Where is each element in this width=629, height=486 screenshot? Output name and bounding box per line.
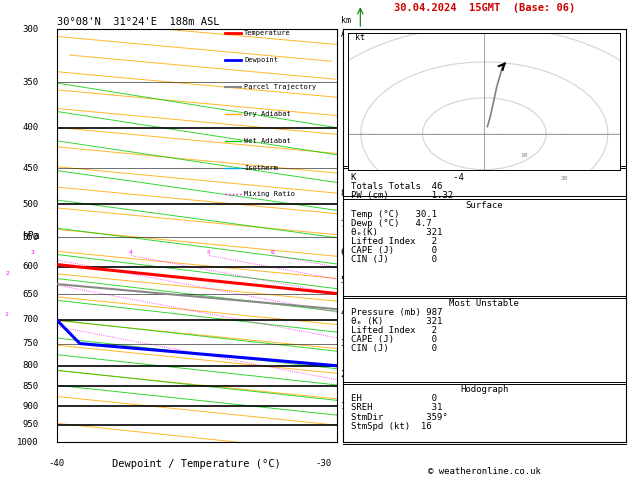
Text: 300: 300 — [22, 25, 38, 34]
Text: Isotherm: Isotherm — [244, 165, 278, 171]
Text: Temperature: Temperature — [244, 30, 291, 36]
X-axis label: Dewpoint / Temperature (°C): Dewpoint / Temperature (°C) — [112, 459, 281, 469]
Text: CIN (J)        0: CIN (J) 0 — [351, 255, 437, 264]
Text: 350: 350 — [22, 78, 38, 87]
Text: Lifted Index   2: Lifted Index 2 — [351, 237, 437, 246]
Text: 3: 3 — [341, 339, 346, 348]
Text: Dry Adiabat: Dry Adiabat — [244, 111, 291, 117]
Text: θₑ(K)         321: θₑ(K) 321 — [351, 228, 443, 237]
Text: -30: -30 — [315, 459, 331, 468]
Text: SREH           31: SREH 31 — [351, 403, 443, 413]
Text: 900: 900 — [22, 401, 38, 411]
Text: 500: 500 — [22, 200, 38, 209]
Text: 30°08'N  31°24'E  188m ASL: 30°08'N 31°24'E 188m ASL — [57, 17, 219, 27]
Text: CAPE (J)       0: CAPE (J) 0 — [351, 335, 437, 344]
Text: 4: 4 — [128, 250, 132, 255]
Text: © weatheronline.co.uk: © weatheronline.co.uk — [428, 467, 541, 476]
Text: 7: 7 — [341, 220, 346, 229]
Text: Hodograph: Hodograph — [460, 385, 508, 394]
Text: CAPE (J)       0: CAPE (J) 0 — [351, 246, 437, 255]
Text: Pressure (mb) 987: Pressure (mb) 987 — [351, 308, 443, 317]
Text: 1: 1 — [341, 401, 346, 411]
Text: 450: 450 — [22, 164, 38, 173]
Text: 2: 2 — [6, 271, 9, 276]
Text: K                  -4: K -4 — [351, 174, 464, 182]
Text: Lifted Index   2: Lifted Index 2 — [351, 326, 437, 335]
Text: Mixing Ratio: Mixing Ratio — [244, 191, 295, 197]
Text: 3: 3 — [30, 250, 34, 255]
Text: 5: 5 — [341, 277, 346, 285]
Text: StmDir        359°: StmDir 359° — [351, 413, 448, 421]
Text: 8: 8 — [341, 190, 346, 198]
Text: 750: 750 — [22, 339, 38, 348]
Text: Totals Totals  46: Totals Totals 46 — [351, 182, 443, 191]
Text: 400: 400 — [22, 123, 38, 132]
Text: 600: 600 — [22, 262, 38, 272]
Text: 1000: 1000 — [17, 438, 38, 447]
Text: Dewpoint: Dewpoint — [244, 57, 278, 63]
Text: Wet Adiabat: Wet Adiabat — [244, 138, 291, 144]
Text: Mixing Ratio (g/kg): Mixing Ratio (g/kg) — [348, 216, 354, 297]
Text: Parcel Trajectory: Parcel Trajectory — [244, 84, 316, 90]
Text: km: km — [341, 16, 351, 25]
Text: 6: 6 — [341, 248, 346, 257]
Text: 6: 6 — [271, 250, 275, 255]
Text: -40: -40 — [48, 459, 65, 468]
Text: 1: 1 — [4, 312, 8, 317]
Text: 2: 2 — [341, 370, 346, 379]
Text: EH             0: EH 0 — [351, 394, 437, 403]
Text: 550: 550 — [22, 233, 38, 242]
Text: θₑ (K)        321: θₑ (K) 321 — [351, 317, 443, 326]
Text: PW (cm)        1.32: PW (cm) 1.32 — [351, 191, 454, 200]
Text: 850: 850 — [22, 382, 38, 391]
Text: 800: 800 — [22, 361, 38, 370]
Text: 700: 700 — [22, 315, 38, 324]
Text: Dewp (°C)   4.7: Dewp (°C) 4.7 — [351, 219, 432, 228]
Text: 4: 4 — [341, 308, 346, 317]
Text: hPa: hPa — [23, 231, 40, 241]
Text: Surface: Surface — [465, 201, 503, 209]
Text: StmSpd (kt)  16: StmSpd (kt) 16 — [351, 422, 432, 431]
Text: 650: 650 — [22, 290, 38, 299]
Text: Most Unstable: Most Unstable — [449, 298, 520, 308]
Text: 950: 950 — [22, 420, 38, 429]
Text: ASL: ASL — [341, 31, 356, 39]
Text: 30.04.2024  15GMT  (Base: 06): 30.04.2024 15GMT (Base: 06) — [394, 2, 575, 13]
Text: 5: 5 — [206, 250, 210, 255]
Text: Temp (°C)   30.1: Temp (°C) 30.1 — [351, 210, 437, 219]
Text: CIN (J)        0: CIN (J) 0 — [351, 344, 437, 353]
